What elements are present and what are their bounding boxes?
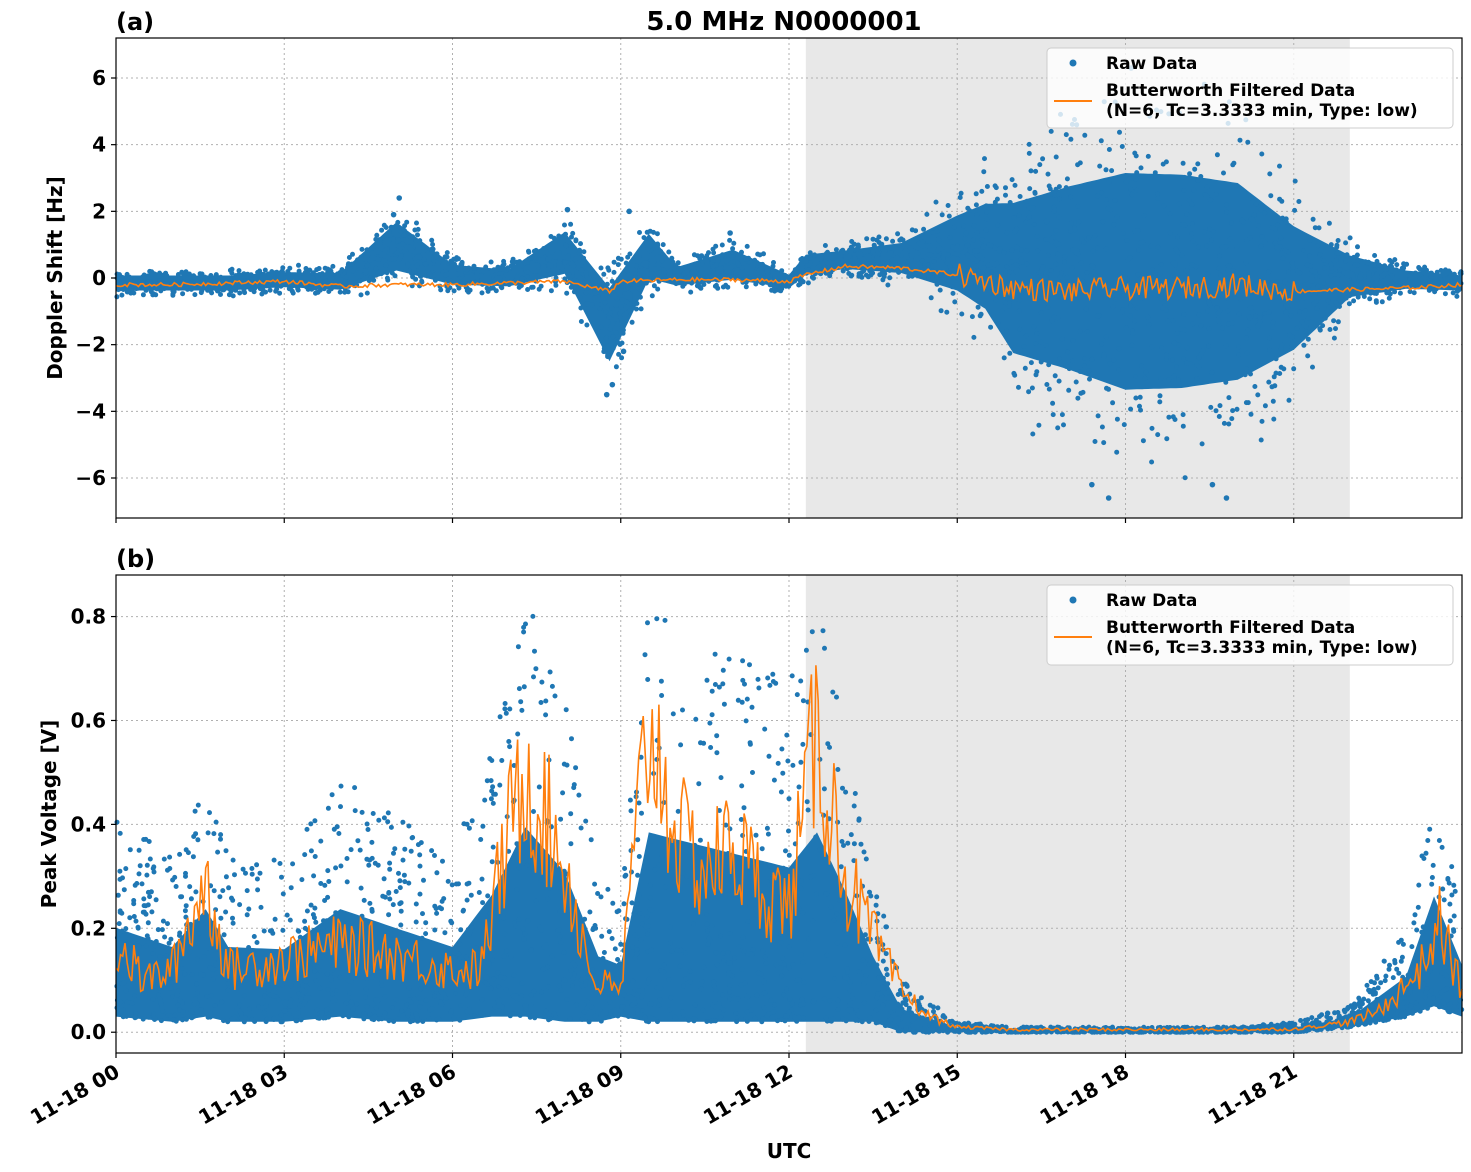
x-tick-label: 11-18 12 <box>699 1059 797 1129</box>
x-tick-label: 11-18 03 <box>194 1059 292 1129</box>
panel-a: −6 −4 −2 0 2 4 6 (a) 5.0 MHz N0000001 Doppler … <box>43 7 1464 523</box>
panel-a-legend-box <box>1046 47 1454 129</box>
x-tick-label: 11-18 09 <box>531 1059 629 1129</box>
raw-data-outlier <box>609 381 616 388</box>
y-tick-label: 4 <box>92 133 106 157</box>
filtered-data-line <box>115 665 1463 1033</box>
x-tick-label: 11-18 15 <box>867 1059 965 1129</box>
panel-b-legend: Raw Data Butterworth Filtered Data (N=6, … <box>1046 584 1454 666</box>
y-tick-label: 0 <box>92 266 106 290</box>
x-tick-label: 11-18 21 <box>1204 1059 1302 1129</box>
raw-data-outlier <box>564 206 571 213</box>
legend-filtered-label-line: Butterworth Filtered Data <box>1106 618 1355 638</box>
y-tick-label: −4 <box>75 399 106 423</box>
panel-b-y-ticks: 0.0 0.2 0.4 0.6 0.8 <box>71 605 116 1044</box>
panel-b-label: (b) <box>116 545 155 573</box>
y-tick-label: 6 <box>92 66 106 90</box>
raw-data-outlier <box>1089 481 1095 488</box>
panel-a-legend-raw-marker <box>1069 59 1077 67</box>
panel-b-legend-filtered-label: Butterworth Filtered Data (N=6, Tc=3.3333… <box>1106 618 1418 658</box>
panel-b-legend-raw-label: Raw Data <box>1106 591 1197 611</box>
y-tick-label: 0.8 <box>71 605 106 629</box>
x-axis-label: UTC <box>767 1139 812 1163</box>
raw-data-outlier <box>396 195 403 201</box>
legend-filtered-label-line: Butterworth Filtered Data <box>1106 81 1355 101</box>
raw-data-outlier <box>626 208 632 215</box>
y-tick-label: 0.4 <box>71 812 106 836</box>
y-tick-label: 0.2 <box>71 916 106 940</box>
panel-b-plot-area <box>114 613 1465 1035</box>
y-tick-label: 0.0 <box>71 1020 106 1044</box>
raw-data-points <box>114 81 1464 481</box>
panel-a-y-axis-label: Doppler Shift [Hz] <box>43 176 67 380</box>
legend-filtered-label-line: (N=6, Tc=3.3333 min, Type: low) <box>1106 101 1418 121</box>
x-tick-label: 11-18 00 <box>26 1059 124 1129</box>
panel-a-x-ticks <box>115 518 1295 523</box>
x-tick-label: 11-18 06 <box>362 1059 460 1129</box>
raw-data-outlier <box>727 230 733 236</box>
raw-data-outlier <box>1209 481 1216 488</box>
y-tick-label: 2 <box>92 199 106 223</box>
raw-data-outlier <box>620 348 627 355</box>
raw-data-outlier <box>1223 495 1230 501</box>
panel-a-legend-raw-label: Raw Data <box>1106 54 1197 74</box>
legend-filtered-label-line: (N=6, Tc=3.3333 min, Type: low) <box>1106 638 1418 658</box>
figure-title: 5.0 MHz N0000001 <box>646 7 921 37</box>
panel-b-x-ticks: 11-18 00 11-18 03 11-18 06 11-18 09 11-18 12… <box>26 1053 1301 1129</box>
y-tick-label: −6 <box>75 466 106 490</box>
x-tick-label: 11-18 18 <box>1035 1059 1133 1129</box>
filtered-data-line <box>115 263 1463 303</box>
panel-a-legend-filtered-label: Butterworth Filtered Data (N=6, Tc=3.3333… <box>1106 81 1418 121</box>
raw-data-outlier <box>1105 495 1112 501</box>
panel-a-label: (a) <box>116 8 154 36</box>
panel-b-legend-box <box>1046 584 1454 666</box>
panel-a-legend: Raw Data Butterworth Filtered Data (N=6, … <box>1046 47 1454 129</box>
panel-b-legend-raw-marker <box>1069 596 1077 604</box>
y-tick-label: −2 <box>75 333 106 357</box>
panel-b: 0.0 0.2 0.4 0.6 0.8 11-18 00 11-18 03 11-18 06… <box>26 545 1465 1163</box>
raw-data-outlier <box>390 211 397 218</box>
panel-b-y-axis-label: Peak Voltage [V] <box>37 720 61 909</box>
raw-data-outlier <box>603 391 610 398</box>
panel-a-y-ticks: −6 −4 −2 0 2 4 6 <box>75 66 116 490</box>
y-tick-label: 0.6 <box>71 708 106 732</box>
